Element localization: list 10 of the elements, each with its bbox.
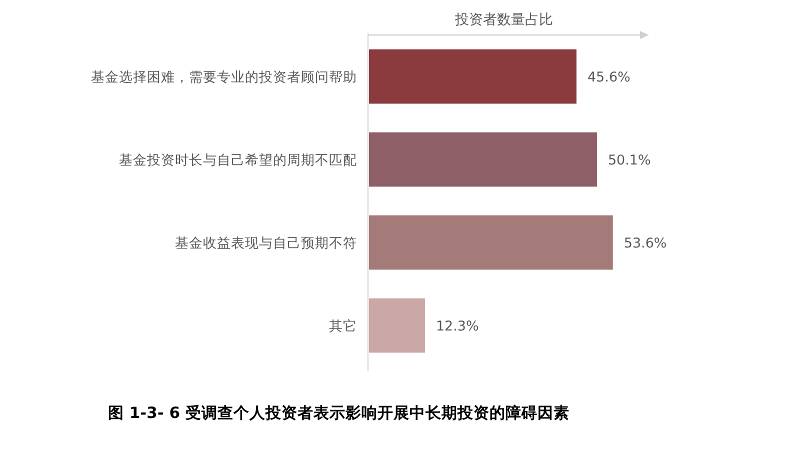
- y-tick-label: 基金选择困难，需要专业的投资者顾问帮助: [91, 70, 357, 86]
- x-axis-title: 投资者数量占比: [454, 12, 553, 28]
- data-label: 45.6%: [587, 70, 631, 86]
- data-label: 50.1%: [608, 152, 652, 168]
- y-tick-label: 基金收益表现与自己预期不符: [175, 236, 357, 252]
- data-label: 53.6%: [624, 236, 667, 252]
- y-tick-label: 其它: [329, 318, 357, 334]
- y-tick-label: 基金投资时长与自己希望的周期不匹配: [119, 152, 357, 168]
- text: 图 1-3- 6 受调查个人投资者表示影响开展中长期投资的障碍因素: [108, 404, 570, 422]
- data-label: 12.3%: [436, 318, 480, 334]
